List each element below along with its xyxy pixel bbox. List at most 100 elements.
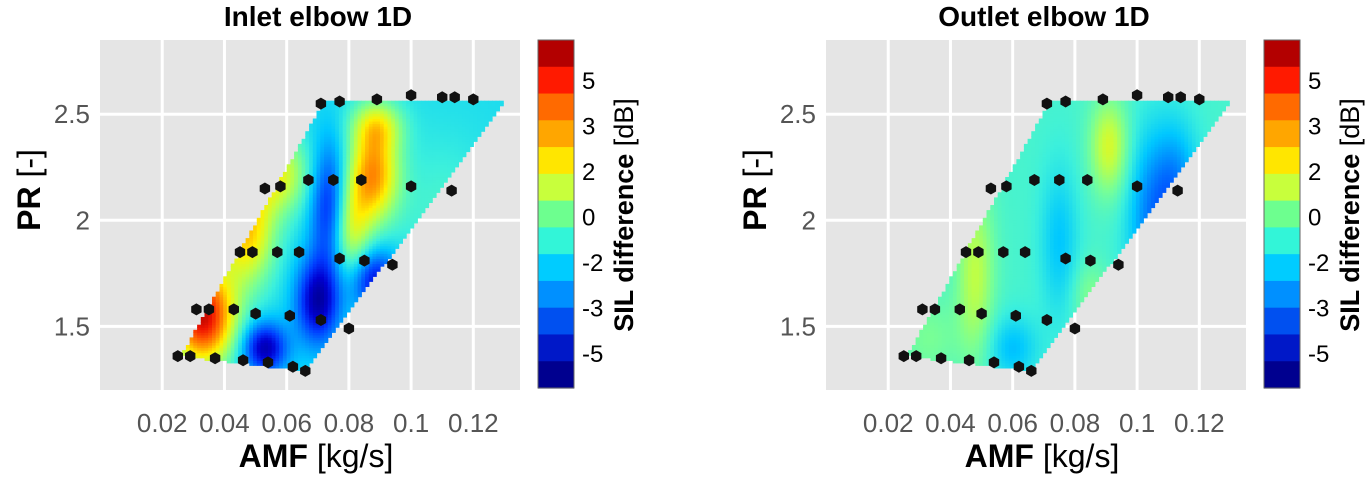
colorbar-tick-label: 5 (582, 68, 595, 95)
y-tick-label: 2.5 (54, 99, 90, 129)
heatmap-cell (272, 192, 276, 195)
colorbar-swatch (538, 120, 574, 147)
heatmap-cell (294, 152, 298, 155)
heatmap-cell (399, 101, 403, 104)
heatmap-cell (317, 111, 321, 114)
heatmap-cell (313, 119, 317, 122)
colorbar-swatch (538, 281, 574, 308)
heatmap-cell (414, 101, 418, 104)
heatmap-cell (190, 337, 194, 340)
heatmap-cell (481, 101, 485, 104)
chart-title: Inlet elbow 1D (224, 1, 412, 32)
heatmap-cell (942, 292, 946, 295)
heatmap-cell (458, 101, 462, 104)
heatmap-cell (253, 225, 257, 228)
heatmap-cell (279, 177, 283, 180)
heatmap-cell (968, 243, 972, 246)
heatmap-cell (938, 297, 942, 300)
heatmap-cell (346, 101, 350, 104)
colorbar-swatch (538, 361, 574, 388)
x-tick-label: 0.02 (137, 408, 188, 438)
colorbar-swatch (538, 40, 574, 67)
heatmap-cell (923, 325, 927, 328)
colorbar-swatch (538, 67, 574, 94)
colorbar-swatch (538, 147, 574, 174)
heatmap-cell (197, 325, 201, 328)
heatmap-cell (268, 197, 272, 200)
heatmap-cell (354, 101, 358, 104)
heatmap-cell (223, 276, 227, 279)
heatmap-cell (960, 259, 964, 262)
colorbar-swatch (538, 174, 574, 201)
heatmap-cell (462, 101, 466, 104)
heatmap-cell (402, 101, 406, 104)
heatmap-cell (421, 101, 425, 104)
heatmap-cell (264, 205, 268, 208)
heatmap-cell (417, 101, 421, 104)
y-axis-label: PR [-] (11, 149, 47, 231)
colorbar-tick-label: 3 (582, 114, 595, 141)
heatmap-cell (328, 101, 332, 104)
y-tick-label: 1.5 (54, 311, 90, 341)
heatmap-cell (298, 144, 302, 147)
heatmap-cell (500, 101, 504, 104)
heatmap-cell (246, 238, 250, 241)
heatmap-cell (227, 271, 231, 274)
heatmap-cell (234, 259, 238, 262)
heatmap-cell (358, 101, 362, 104)
heatmap-cell (953, 271, 957, 274)
colorbar-swatch (538, 201, 574, 228)
chart-title: Outlet elbow 1D (938, 1, 1150, 32)
heatmap-cell (485, 101, 489, 104)
heatmap-cell (388, 101, 392, 104)
heatmap-cell (447, 101, 451, 104)
heatmap-cell (231, 264, 235, 267)
heatmap-cell (212, 297, 216, 300)
y-axis-ticks: 1.522.5 (54, 99, 90, 341)
heatmap-cell (912, 345, 916, 348)
heatmap-cell (492, 101, 496, 104)
heatmap-cell (432, 101, 436, 104)
heatmap-cell (391, 101, 395, 104)
heatmap-cell (361, 101, 365, 104)
x-tick-label: 0.08 (324, 408, 375, 438)
heatmap-cell (186, 345, 190, 348)
heatmap-cell (927, 317, 931, 320)
heatmap-cell (972, 238, 976, 241)
heatmap-cell (201, 317, 205, 320)
x-tick-label: 0.1 (393, 408, 429, 438)
heatmap-cell (220, 284, 224, 287)
heatmap-cell (919, 330, 923, 333)
heatmap-cell (283, 172, 287, 175)
heatmap-cell (290, 159, 294, 162)
heatmap-cell (257, 218, 261, 221)
colorbar-swatch (538, 227, 574, 254)
heatmap-cell (946, 284, 950, 287)
colorbar-tick-label: 2 (582, 159, 595, 186)
colorbar-tick-label: -3 (582, 296, 603, 323)
heatmap-cell (365, 101, 369, 104)
heatmap-cell (425, 101, 429, 104)
heatmap-cell (309, 124, 313, 127)
heatmap-cell (395, 101, 399, 104)
colorbar-swatch (538, 334, 574, 361)
heatmap-cell (350, 101, 354, 104)
heatmap-cell (302, 139, 306, 142)
colorbar-swatch (538, 254, 574, 281)
heatmap-cell (916, 337, 920, 340)
colorbar-tick-label: -5 (582, 341, 603, 368)
heatmap-cell (957, 264, 961, 267)
x-tick-label: 0.06 (261, 408, 312, 438)
heatmap-cell (249, 231, 253, 234)
heatmap-cell (488, 101, 492, 104)
colorbar-label: SIL difference [dB] (609, 98, 639, 332)
heatmap-cell (305, 131, 309, 134)
heatmap-cell (261, 210, 265, 213)
colorbar-swatch (538, 308, 574, 335)
